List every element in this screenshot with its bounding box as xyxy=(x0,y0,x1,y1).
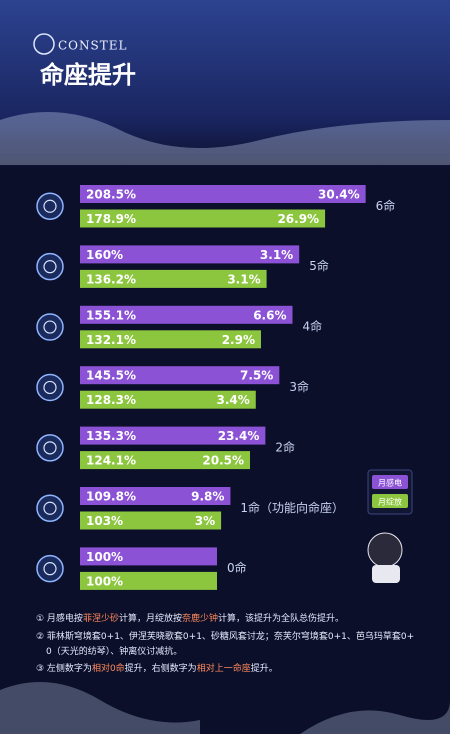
increment-label: 3.1% xyxy=(260,248,293,262)
bar xyxy=(80,305,293,324)
legend-swatch xyxy=(372,494,408,508)
category-label: 1命（功能向命座） xyxy=(240,500,344,515)
category-label: 4命 xyxy=(302,319,322,334)
icon xyxy=(43,441,57,455)
category-label: 5命 xyxy=(309,258,329,273)
category-label: 6命 xyxy=(376,198,396,213)
note-text: ③ 左侧数字为 xyxy=(36,662,92,674)
increment-label: 3% xyxy=(195,514,215,528)
icon xyxy=(36,373,64,402)
icon xyxy=(43,501,57,515)
increment-label: 30.4% xyxy=(318,188,360,202)
increment-label: 2.9% xyxy=(222,333,255,347)
note-line: 0（天光的纺琴）、钟离仪讨减抗。 xyxy=(46,645,182,657)
note: ③ 左侧数字为相对0命提升，右侧数字为相对上一命座提升。 xyxy=(36,662,278,674)
icon xyxy=(36,434,64,462)
category-label: 2命 xyxy=(275,439,295,454)
bar xyxy=(80,185,366,203)
cloud xyxy=(0,112,450,165)
note-text: 提升。 xyxy=(251,663,278,674)
note-highlight: 相对0命 xyxy=(92,662,125,674)
bar xyxy=(80,451,251,470)
cloud xyxy=(300,700,450,734)
category-label: 3命 xyxy=(289,379,309,394)
cloud xyxy=(0,682,200,734)
increment-label: 6.6% xyxy=(253,308,286,322)
icon xyxy=(43,380,57,395)
value-label: 136.2% xyxy=(86,272,136,286)
bar xyxy=(80,511,222,530)
note-text: ① 月感电按 xyxy=(36,612,83,624)
figure xyxy=(372,565,400,583)
icon xyxy=(36,554,64,583)
note-highlight: 相对上一命座 xyxy=(197,662,251,674)
value-label: 160% xyxy=(86,248,123,262)
icon xyxy=(36,494,64,522)
category-label: 0命 xyxy=(227,560,247,575)
figure xyxy=(367,532,403,568)
value-label: 132.1% xyxy=(86,333,136,347)
note-text: 计算，月绽放按 xyxy=(119,612,182,624)
legend-label: 月绽放 xyxy=(378,497,402,507)
title: 命座提升 xyxy=(40,61,136,89)
bar xyxy=(80,366,280,385)
note: ① 月感电按菲涅少砂计算，月绽放按奈鹿少钟计算，该提升为全队总伤提升。 xyxy=(36,612,344,624)
brand: CONSTEL xyxy=(58,39,127,53)
icon xyxy=(43,199,57,213)
value-label: 103% xyxy=(86,514,123,528)
bar xyxy=(80,269,267,288)
bar xyxy=(80,245,300,264)
icon xyxy=(43,562,57,576)
value-label: 128.3% xyxy=(86,393,136,407)
bar xyxy=(80,209,326,228)
increment-label: 3.1% xyxy=(227,272,260,286)
increment-label: 20.5% xyxy=(202,454,244,468)
icon xyxy=(36,192,64,220)
increment-label: 7.5% xyxy=(240,369,273,383)
note: ② 菲林斯穹境套0+1、伊涅芙晓歌套0+1、砂糖风套讨龙；奈芙尔穹境套0+1、芭… xyxy=(36,630,414,657)
bar xyxy=(80,487,231,505)
header-bg xyxy=(0,0,450,170)
value-label: 208.5% xyxy=(86,188,136,202)
bar xyxy=(80,390,256,409)
bar xyxy=(80,571,217,590)
logo xyxy=(33,33,55,55)
value-label: 178.9% xyxy=(86,212,136,226)
value-label: 135.3% xyxy=(86,429,136,443)
bar xyxy=(80,330,261,349)
legend-label: 月感电 xyxy=(378,478,402,488)
value-label: 109.8% xyxy=(86,490,136,504)
legend-swatch xyxy=(372,475,408,489)
icon xyxy=(43,260,57,274)
bar xyxy=(80,547,217,566)
value-label: 155.1% xyxy=(86,308,136,322)
note-text: 提升，右侧数字为 xyxy=(125,662,197,674)
increment-label: 23.4% xyxy=(218,429,260,443)
value-label: 100% xyxy=(86,574,123,588)
note-highlight: 菲涅少砂 xyxy=(83,612,119,624)
bar xyxy=(80,426,266,445)
icon xyxy=(43,320,57,334)
value-label: 100% xyxy=(86,550,123,564)
value-label: 145.5% xyxy=(86,369,136,383)
increment-label: 3.4% xyxy=(216,393,249,407)
value-label: 124.1% xyxy=(86,454,136,468)
note-text: 计算，该提升为全队总伤提升。 xyxy=(218,612,344,624)
note-highlight: 奈鹿少钟 xyxy=(182,612,218,624)
notes: ① 月感电按菲涅少砂计算，月绽放按奈鹿少钟计算，该提升为全队总伤提升。 ② 菲林斯… xyxy=(36,612,414,674)
increment-label: 26.9% xyxy=(277,212,319,226)
note-line: ② 菲林斯穹境套0+1、伊涅芙晓歌套0+1、砂糖风套讨龙；奈芙尔穹境套0+1、芭… xyxy=(36,630,414,642)
icon xyxy=(36,313,64,341)
icon xyxy=(36,252,64,281)
increment-label: 9.8% xyxy=(191,490,224,504)
